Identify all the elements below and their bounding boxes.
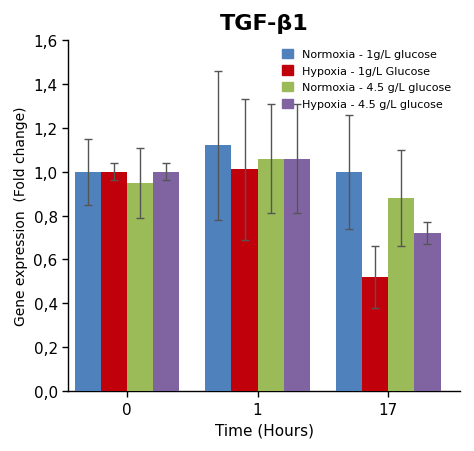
Bar (74, 172, 101, 391)
Bar (205, 146, 231, 391)
Bar (284, 159, 310, 391)
Legend: Normoxia - 1g/L glucose, Hypoxia - 1g/L Glucose, Normoxia - 4.5 g/L glucose, Hyp: Normoxia - 1g/L glucose, Hypoxia - 1g/L … (279, 46, 455, 113)
X-axis label: Time (Hours): Time (Hours) (215, 422, 314, 437)
Bar (388, 198, 414, 391)
Bar (231, 170, 257, 391)
Title: TGF-β1: TGF-β1 (220, 14, 309, 34)
Bar (127, 183, 153, 391)
Bar (257, 159, 284, 391)
Bar (414, 234, 440, 391)
Bar (362, 277, 388, 391)
Bar (101, 172, 127, 391)
Y-axis label: Gene expression  (Fold change): Gene expression (Fold change) (14, 106, 28, 326)
Bar (153, 172, 179, 391)
Bar (336, 172, 362, 391)
